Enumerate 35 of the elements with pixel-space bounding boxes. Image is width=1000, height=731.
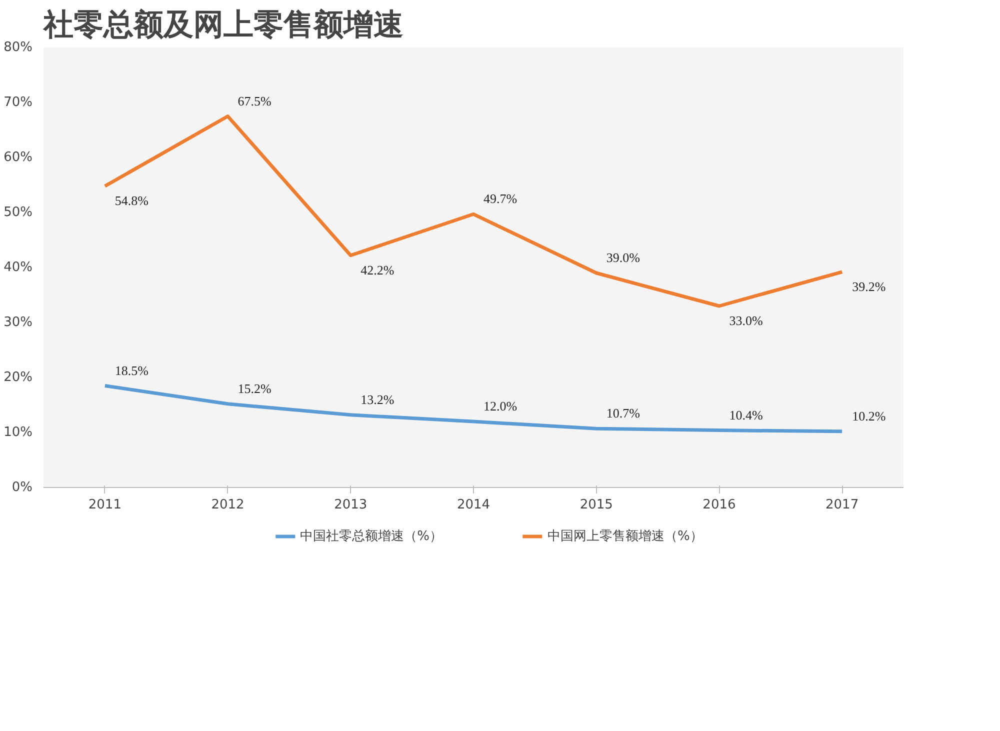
- x-tick-label: 2014: [456, 498, 490, 512]
- data-label: 49.7%: [484, 191, 518, 206]
- data-label: 33.0%: [729, 313, 763, 328]
- y-tick-label: 70%: [4, 95, 33, 110]
- line-series: [103, 384, 844, 434]
- data-label: 67.5%: [238, 93, 272, 108]
- data-label: 10.7%: [606, 406, 640, 421]
- data-label: 39.0%: [606, 250, 640, 265]
- x-tick-label: 2017: [826, 498, 859, 512]
- data-label: 10.4%: [729, 407, 763, 422]
- x-tick-label: 2016: [702, 498, 736, 512]
- y-tick-label: 80%: [4, 40, 33, 55]
- data-label: 42.2%: [360, 262, 394, 278]
- line-series: [103, 114, 844, 308]
- data-label: 10.2%: [852, 408, 886, 424]
- x-tick-label: 2015: [580, 498, 613, 512]
- y-tick-label: 50%: [4, 205, 33, 220]
- data-label: 12.0%: [484, 398, 518, 414]
- y-tick-label: 30%: [4, 315, 33, 330]
- y-tick-label: 20%: [4, 370, 33, 385]
- y-tick-label: 40%: [4, 260, 33, 275]
- data-label: 39.2%: [852, 278, 886, 294]
- y-tick-label: 10%: [4, 425, 33, 440]
- data-label: 54.8%: [114, 193, 149, 208]
- x-tick-label: 2011: [88, 498, 122, 512]
- chart-title: 社零总额及网上零售额增速: [42, 8, 404, 42]
- y-tick-label: 0%: [12, 480, 32, 495]
- data-label: 15.2%: [238, 380, 272, 396]
- x-tick-label: 2013: [334, 498, 368, 512]
- legend-label: 中国网上零售额增速（%）: [548, 528, 703, 545]
- y-tick-label: 60%: [4, 150, 33, 165]
- data-label: 13.2%: [360, 392, 394, 407]
- x-tick-label: 2012: [211, 498, 244, 512]
- data-label: 18.5%: [114, 362, 149, 378]
- legend-label: 中国社零总额增速（%）: [300, 528, 442, 545]
